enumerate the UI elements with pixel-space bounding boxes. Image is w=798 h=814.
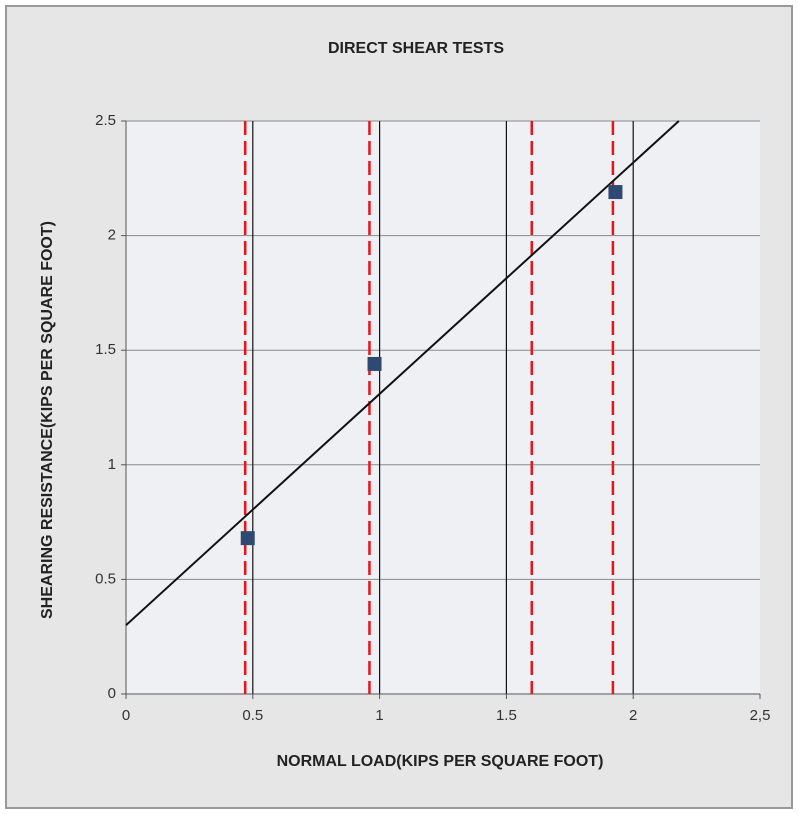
y-axis-label: SHEARING RESISTANCE(KIPS PER SQUARE FOOT…	[39, 221, 56, 619]
trend-line	[125, 120, 680, 626]
x-tick-label: 2,5	[750, 707, 771, 724]
x-axis-label: NORMAL LOAD(KIPS PER SQUARE FOOT)	[277, 753, 604, 770]
plot-area	[126, 121, 760, 694]
chart-title: DIRECT SHEAR TESTS	[328, 40, 504, 57]
data-point	[240, 531, 255, 546]
data-point	[608, 185, 623, 200]
x-tick-label: 1.5	[496, 707, 517, 724]
y-tick-label: 1	[108, 456, 116, 473]
y-tick-label: 0	[108, 685, 116, 702]
x-tick-label: 0.5	[242, 707, 263, 724]
x-tick-label: 1	[375, 707, 383, 724]
data-point	[367, 356, 382, 371]
y-tick-label: 1.5	[95, 341, 116, 358]
x-tick-label: 2	[629, 707, 637, 724]
y-tick-label: 2	[108, 227, 116, 244]
x-tick-label: 0	[122, 707, 130, 724]
y-tick-label: 2.5	[95, 112, 116, 129]
y-tick-label: 0.5	[95, 570, 116, 587]
